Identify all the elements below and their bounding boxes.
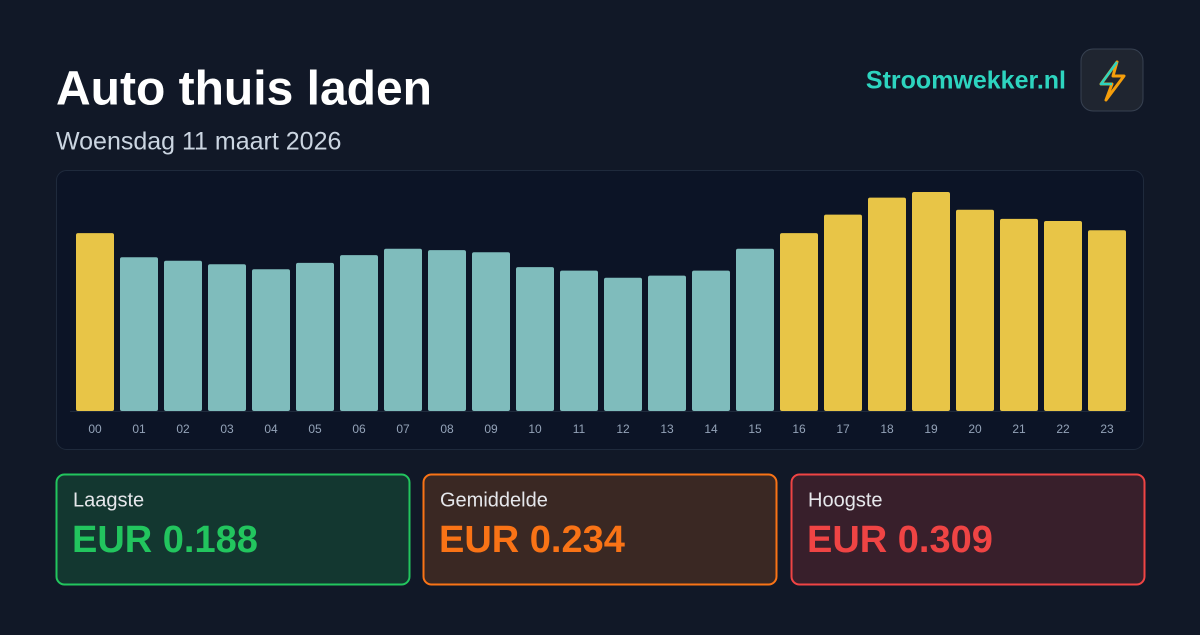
x-tick-label: 08 [440, 422, 454, 436]
x-tick-label: 09 [484, 422, 498, 436]
x-tick-label: 11 [573, 422, 586, 436]
x-tick-label: 20 [968, 422, 982, 436]
title: Auto thuis laden [56, 63, 432, 116]
bar [340, 255, 378, 411]
stat-label: Gemiddelde [440, 489, 548, 511]
x-tick-label: 15 [748, 422, 762, 436]
bar [120, 257, 158, 411]
bar [428, 250, 466, 411]
x-tick-label: 05 [308, 422, 322, 436]
bar [692, 270, 730, 411]
stat-card [422, 473, 778, 586]
bar [648, 275, 686, 411]
bars: 00 01 02 03 04 05 06 07 08 09 10 11 12 13 14 15 16 17 18 19… [70, 192, 1130, 436]
stat-label: Laagste [73, 489, 144, 511]
bar [208, 264, 246, 411]
brand-icon [1080, 48, 1144, 112]
bar [824, 214, 862, 411]
bar [780, 233, 818, 411]
x-tick-label: 04 [264, 422, 278, 436]
x-tick-label: 01 [132, 422, 146, 436]
x-tick-label: 23 [1100, 422, 1114, 436]
x-tick-label: 13 [660, 422, 674, 436]
x-tick-label: 07 [396, 422, 410, 436]
x-tick-label: 16 [792, 422, 806, 436]
x-tick-label: 10 [528, 422, 542, 436]
icon-box [1080, 48, 1144, 112]
x-tick-label: 00 [88, 422, 102, 436]
x-tick-label: 02 [176, 422, 190, 436]
bar [296, 262, 334, 411]
x-tick-label: 22 [1056, 422, 1070, 436]
bar [736, 248, 774, 411]
bar [956, 209, 994, 411]
bar [472, 252, 510, 411]
x-tick-label: 12 [616, 422, 630, 436]
bar [1044, 221, 1082, 411]
x-tick-label: 19 [924, 422, 938, 436]
bar [1000, 218, 1038, 411]
subtitle: Woensdag 11 maart 2026 [56, 128, 341, 156]
bar [384, 248, 422, 411]
x-tick-label: 21 [1012, 422, 1026, 436]
bar [516, 267, 554, 411]
x-tick-label: 17 [836, 422, 850, 436]
brand: Stroomwekker.nl [866, 67, 1066, 95]
stat-value: EUR 0.309 [807, 519, 993, 561]
x-tick-label: 03 [220, 422, 234, 436]
stat-value: EUR 0.188 [72, 519, 258, 561]
bar [1088, 230, 1126, 411]
bar [604, 277, 642, 411]
bar [560, 270, 598, 411]
stat-card [55, 473, 411, 586]
bar [868, 197, 906, 411]
bar [164, 260, 202, 411]
x-tick-label: 06 [352, 422, 366, 436]
x-tick-label: 18 [880, 422, 894, 436]
bar [252, 269, 290, 411]
bar [76, 233, 114, 411]
bar [912, 192, 950, 411]
stat-cards: Laagste EUR 0.188 Gemiddelde EUR 0.234 Hoogs… [55, 473, 1146, 586]
x-tick-label: 14 [704, 422, 718, 436]
stat-card [790, 473, 1146, 586]
stat-label: Hoogste [808, 489, 883, 511]
bolt-accent [1099, 61, 1119, 86]
stat-value: EUR 0.234 [439, 519, 625, 561]
